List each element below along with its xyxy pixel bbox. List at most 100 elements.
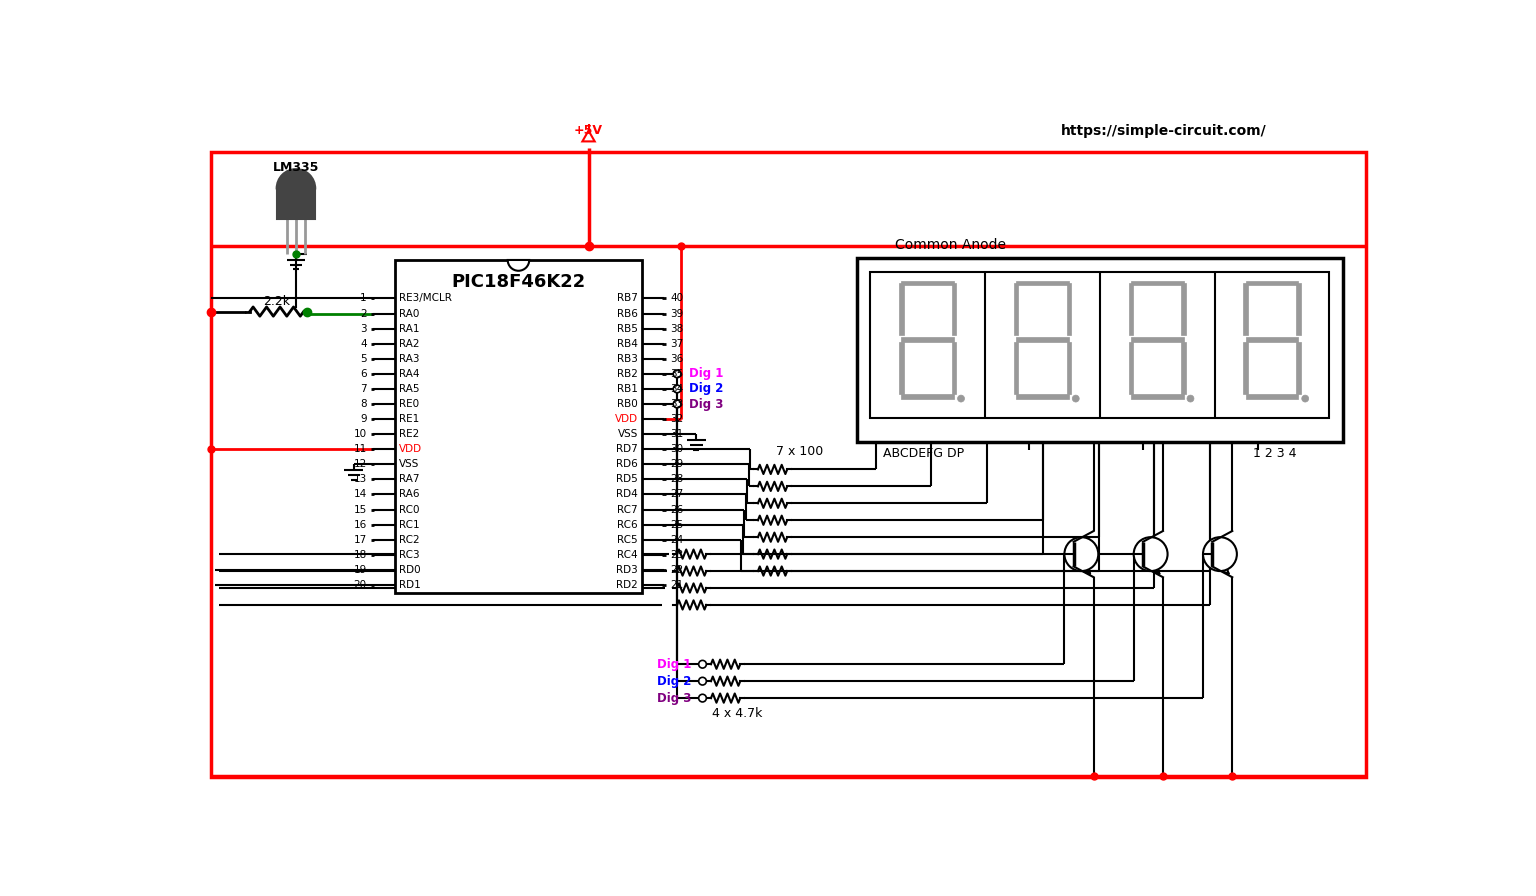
Text: 28: 28 [670,474,684,485]
Bar [1130,338,1184,342]
Bar [1246,280,1298,286]
Text: RD0: RD0 [399,564,421,575]
Bar [1296,283,1301,335]
Text: 34: 34 [670,383,684,394]
Bar [952,342,957,394]
Wedge shape [276,169,315,188]
Text: 21: 21 [670,580,684,590]
Text: 25: 25 [670,520,684,530]
Bar [1017,338,1069,342]
Text: 33: 33 [670,399,684,409]
Bar [1130,394,1184,399]
Text: RB3: RB3 [617,354,637,364]
Bar [1243,283,1247,335]
Text: 5: 5 [359,354,367,364]
Text: RC6: RC6 [617,520,637,530]
Bar [1129,283,1134,335]
Text: RB5: RB5 [617,323,637,333]
Text: ABCDEFG DP: ABCDEFG DP [883,447,965,460]
Text: 19: 19 [353,564,367,575]
Bar [395,260,642,592]
Text: 12: 12 [353,460,367,470]
Bar [1066,342,1071,394]
Circle shape [957,395,965,402]
Text: 24: 24 [670,535,684,545]
Bar [857,258,1342,443]
Bar [1017,280,1069,286]
Text: Dig 1: Dig 1 [657,658,691,671]
Bar [1129,342,1134,394]
Text: 4: 4 [359,339,367,349]
Circle shape [1301,395,1309,402]
Text: RA5: RA5 [399,383,419,394]
Text: 39: 39 [670,308,684,319]
Text: Dig 1: Dig 1 [688,367,723,381]
Text: https://simple-circuit.com/: https://simple-circuit.com/ [1060,124,1266,138]
Text: 38: 38 [670,323,684,333]
Text: 30: 30 [670,444,684,454]
Text: RC2: RC2 [399,535,419,545]
Text: RD7: RD7 [616,444,637,454]
Text: LM335: LM335 [273,161,319,174]
Circle shape [699,694,707,702]
Text: +5V: +5V [574,125,604,137]
Text: 22: 22 [670,564,684,575]
Text: Common Anode: Common Anode [895,238,1006,253]
Bar [871,271,1329,418]
Wedge shape [508,260,530,271]
Text: VDD: VDD [399,444,422,454]
Text: RA7: RA7 [399,474,419,485]
Text: Dig 3: Dig 3 [688,398,723,410]
Bar [952,283,957,335]
Text: 1 2 3 4: 1 2 3 4 [1253,447,1296,460]
Circle shape [1072,395,1080,402]
Bar [1014,283,1018,335]
Circle shape [673,401,680,408]
Text: 13: 13 [353,474,367,485]
Text: RD5: RD5 [616,474,637,485]
Text: RA3: RA3 [399,354,419,364]
Bar [1246,394,1298,399]
Text: 17: 17 [353,535,367,545]
Circle shape [1064,538,1098,571]
Text: RD3: RD3 [616,564,637,575]
Text: VDD: VDD [614,414,637,424]
Bar [1014,342,1018,394]
Text: 2: 2 [359,308,367,319]
Text: VSS: VSS [617,429,637,439]
Text: 7: 7 [359,383,367,394]
Text: 10: 10 [353,429,367,439]
Text: 3: 3 [359,323,367,333]
Text: RB6: RB6 [617,308,637,319]
Bar [276,188,315,220]
Text: 31: 31 [670,429,684,439]
Text: RC1: RC1 [399,520,419,530]
Text: Dig 3: Dig 3 [657,692,691,704]
Text: RB0: RB0 [617,399,637,409]
Text: RA2: RA2 [399,339,419,349]
Text: 6: 6 [359,369,367,379]
Text: RD6: RD6 [616,460,637,470]
Bar [902,394,954,399]
Text: RC7: RC7 [617,504,637,514]
Circle shape [1134,538,1167,571]
Text: 36: 36 [670,354,684,364]
Text: PIC18F46K22: PIC18F46K22 [452,272,585,290]
Text: RB7: RB7 [617,294,637,304]
Text: RA6: RA6 [399,489,419,499]
Bar [1181,283,1186,335]
Text: 37: 37 [670,339,684,349]
Text: RA4: RA4 [399,369,419,379]
Text: 29: 29 [670,460,684,470]
Text: 27: 27 [670,489,684,499]
Text: 4 x 4.7k: 4 x 4.7k [711,707,762,720]
Bar [1246,338,1298,342]
Text: 15: 15 [353,504,367,514]
Bar [1017,394,1069,399]
Text: RD1: RD1 [399,580,421,590]
Bar [1181,342,1186,394]
Text: RE2: RE2 [399,429,419,439]
Bar [1243,342,1247,394]
Text: RE0: RE0 [399,399,419,409]
Text: RC4: RC4 [617,550,637,560]
